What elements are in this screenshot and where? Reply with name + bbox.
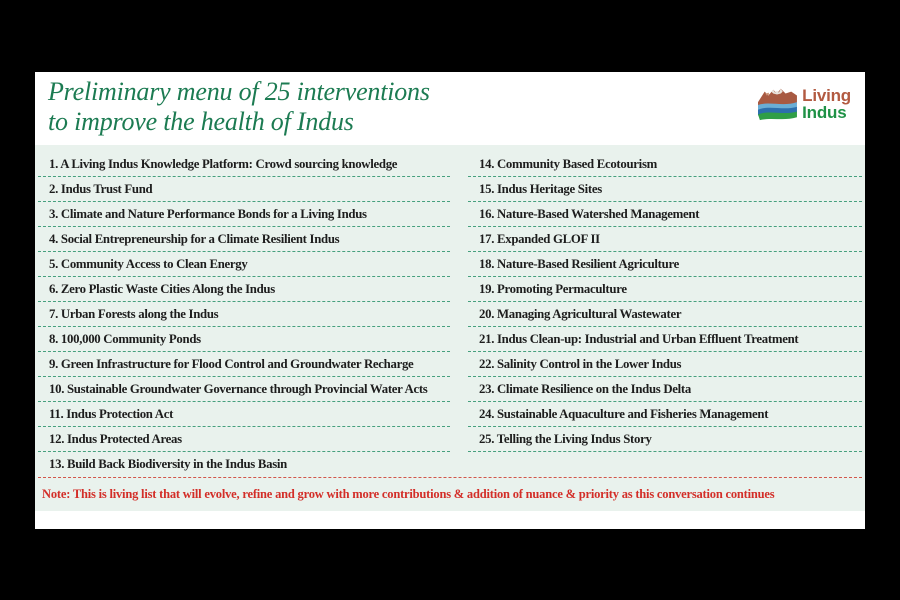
list-item: 17. Expanded GLOF II bbox=[468, 227, 862, 252]
list-item: 18. Nature-Based Resilient Agriculture bbox=[468, 252, 862, 277]
list-item: 4. Social Entrepreneurship for a Climate… bbox=[38, 227, 450, 252]
list-item: 8. 100,000 Community Ponds bbox=[38, 327, 450, 352]
list-item: 5. Community Access to Clean Energy bbox=[38, 252, 450, 277]
logo-wordmark: Living Indus bbox=[802, 87, 851, 121]
page-title: Preliminary menu of 25 interventions to … bbox=[48, 77, 430, 137]
list-item: 20. Managing Agricultural Wastewater bbox=[468, 302, 862, 327]
list-item: 21. Indus Clean-up: Industrial and Urban… bbox=[468, 327, 862, 352]
list-item: 14. Community Based Ecotourism bbox=[468, 152, 862, 177]
note: Note: This is living list that will evol… bbox=[42, 487, 775, 501]
list-item: 3. Climate and Nature Performance Bonds … bbox=[38, 202, 450, 227]
list-item: 15. Indus Heritage Sites bbox=[468, 177, 862, 202]
list-item: 16. Nature-Based Watershed Management bbox=[468, 202, 862, 227]
interventions-list: 1. A Living Indus Knowledge Platform: Cr… bbox=[35, 145, 865, 511]
list-item: 10. Sustainable Groundwater Governance t… bbox=[38, 377, 450, 402]
list-item: 13. Build Back Biodiversity in the Indus… bbox=[49, 457, 287, 471]
list-item: 1. A Living Indus Knowledge Platform: Cr… bbox=[38, 152, 450, 177]
list-item: 19. Promoting Permaculture bbox=[468, 277, 862, 302]
page-title-line2: to improve the health of Indus bbox=[48, 107, 354, 136]
list-item: 22. Salinity Control in the Lower Indus bbox=[468, 352, 862, 377]
list-item: 11. Indus Protection Act bbox=[38, 402, 450, 427]
page-title-line1: Preliminary menu of 25 interventions bbox=[48, 77, 430, 106]
list-column-left: 1. A Living Indus Knowledge Platform: Cr… bbox=[38, 152, 450, 477]
note-divider bbox=[38, 477, 862, 478]
list-item: 9. Green Infrastructure for Flood Contro… bbox=[38, 352, 450, 377]
list-column-right: 14. Community Based Ecotourism 15. Indus… bbox=[468, 152, 862, 477]
list-item: 24. Sustainable Aquaculture and Fisherie… bbox=[468, 402, 862, 427]
mountain-river-logo-icon bbox=[758, 88, 798, 121]
list-columns: 1. A Living Indus Knowledge Platform: Cr… bbox=[38, 152, 862, 477]
list-item: 25. Telling the Living Indus Story bbox=[468, 427, 862, 452]
living-indus-logo: Living Indus bbox=[755, 85, 851, 123]
list-item: 23. Climate Resilience on the Indus Delt… bbox=[468, 377, 862, 402]
slide-card: Preliminary menu of 25 interventions to … bbox=[35, 72, 865, 529]
list-item: 2. Indus Trust Fund bbox=[38, 177, 450, 202]
logo-word-living: Living bbox=[802, 86, 851, 105]
list-item: 7. Urban Forests along the Indus bbox=[38, 302, 450, 327]
list-item: 6. Zero Plastic Waste Cities Along the I… bbox=[38, 277, 450, 302]
logo-word-indus: Indus bbox=[802, 103, 847, 122]
header: Preliminary menu of 25 interventions to … bbox=[35, 72, 865, 145]
list-item: 12. Indus Protected Areas bbox=[38, 427, 450, 452]
